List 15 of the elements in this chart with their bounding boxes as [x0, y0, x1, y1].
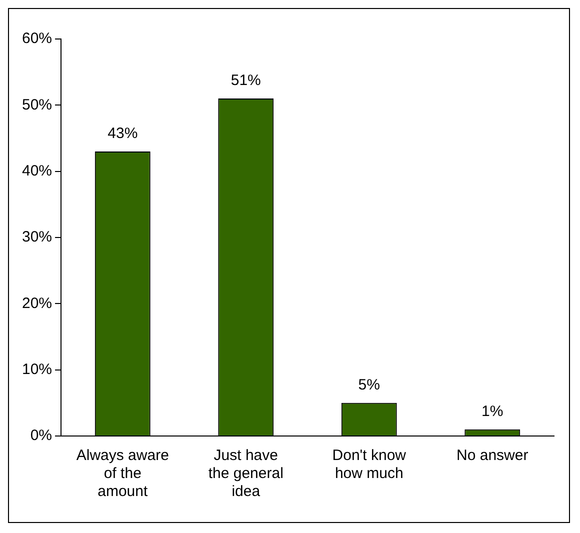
- x-tick-label: No answer: [456, 447, 528, 464]
- y-tick-label: 40%: [22, 162, 52, 180]
- x-tick-label: Just have the general idea: [208, 447, 284, 500]
- y-tick-label: 30%: [22, 228, 52, 246]
- data-label: 5%: [358, 376, 380, 394]
- data-label: 1%: [482, 403, 504, 420]
- y-tick-label: 50%: [22, 96, 52, 114]
- data-label: 51%: [230, 72, 261, 90]
- y-tick-label: 20%: [22, 294, 52, 312]
- x-tick-label: Always aware of the amount: [76, 447, 169, 500]
- y-tick-label: 10%: [22, 360, 52, 378]
- y-tick-label: 60%: [22, 30, 52, 48]
- x-tick-label: Don't know how much: [332, 447, 406, 482]
- data-label: 43%: [108, 125, 138, 142]
- y-tick-label: 0%: [30, 427, 52, 444]
